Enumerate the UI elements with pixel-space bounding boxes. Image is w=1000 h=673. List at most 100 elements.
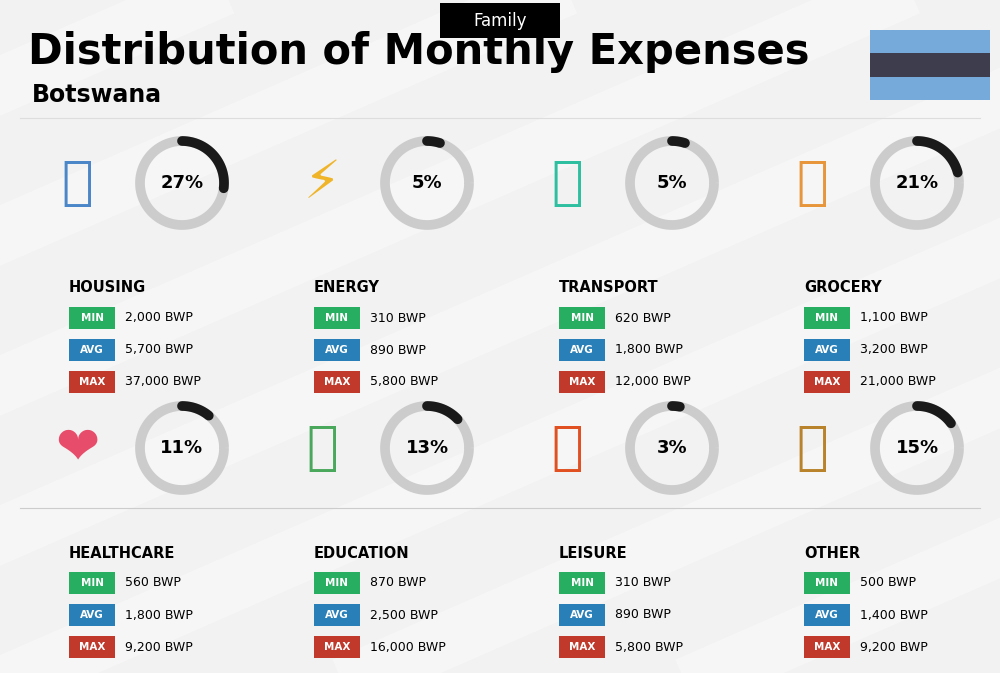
Text: MIN: MIN bbox=[326, 313, 349, 323]
Text: Botswana: Botswana bbox=[32, 83, 162, 107]
Text: ENERGY: ENERGY bbox=[314, 281, 380, 295]
Text: 2,500 BWP: 2,500 BWP bbox=[370, 608, 438, 621]
FancyBboxPatch shape bbox=[870, 30, 990, 53]
FancyBboxPatch shape bbox=[804, 572, 850, 594]
Text: MAX: MAX bbox=[79, 377, 105, 387]
Text: 9,200 BWP: 9,200 BWP bbox=[860, 641, 928, 653]
Text: MIN: MIN bbox=[570, 578, 594, 588]
FancyBboxPatch shape bbox=[559, 371, 605, 393]
Text: AVG: AVG bbox=[80, 610, 104, 620]
FancyBboxPatch shape bbox=[804, 604, 850, 626]
Text: 🛒: 🛒 bbox=[796, 157, 828, 209]
FancyBboxPatch shape bbox=[559, 604, 605, 626]
Text: HEALTHCARE: HEALTHCARE bbox=[69, 546, 175, 561]
FancyBboxPatch shape bbox=[69, 636, 115, 658]
FancyBboxPatch shape bbox=[870, 53, 990, 77]
Text: 🏢: 🏢 bbox=[61, 157, 93, 209]
Text: MIN: MIN bbox=[816, 313, 838, 323]
Text: AVG: AVG bbox=[570, 345, 594, 355]
Text: 2,000 BWP: 2,000 BWP bbox=[125, 312, 193, 324]
Text: 890 BWP: 890 BWP bbox=[370, 343, 426, 357]
FancyBboxPatch shape bbox=[440, 3, 560, 38]
Text: MAX: MAX bbox=[569, 642, 595, 652]
Text: 11%: 11% bbox=[160, 439, 204, 457]
Text: 5,800 BWP: 5,800 BWP bbox=[370, 376, 438, 388]
Text: 🚌: 🚌 bbox=[551, 157, 583, 209]
Text: ❤: ❤ bbox=[55, 422, 99, 474]
Text: OTHER: OTHER bbox=[804, 546, 860, 561]
Text: MIN: MIN bbox=[326, 578, 349, 588]
Text: MAX: MAX bbox=[324, 642, 350, 652]
FancyBboxPatch shape bbox=[559, 636, 605, 658]
FancyBboxPatch shape bbox=[804, 636, 850, 658]
Text: AVG: AVG bbox=[325, 345, 349, 355]
Text: 310 BWP: 310 BWP bbox=[615, 577, 671, 590]
Text: MIN: MIN bbox=[80, 313, 104, 323]
Text: 💰: 💰 bbox=[796, 422, 828, 474]
Text: GROCERY: GROCERY bbox=[804, 281, 882, 295]
FancyBboxPatch shape bbox=[314, 572, 360, 594]
FancyBboxPatch shape bbox=[69, 339, 115, 361]
FancyBboxPatch shape bbox=[314, 339, 360, 361]
FancyBboxPatch shape bbox=[69, 307, 115, 329]
Text: 1,800 BWP: 1,800 BWP bbox=[615, 343, 683, 357]
Text: LEISURE: LEISURE bbox=[559, 546, 628, 561]
FancyBboxPatch shape bbox=[804, 339, 850, 361]
Text: 1,800 BWP: 1,800 BWP bbox=[125, 608, 193, 621]
Text: 1,100 BWP: 1,100 BWP bbox=[860, 312, 928, 324]
Text: 5,700 BWP: 5,700 BWP bbox=[125, 343, 193, 357]
FancyBboxPatch shape bbox=[314, 371, 360, 393]
Text: 16,000 BWP: 16,000 BWP bbox=[370, 641, 446, 653]
Text: 620 BWP: 620 BWP bbox=[615, 312, 671, 324]
Text: AVG: AVG bbox=[570, 610, 594, 620]
Text: 9,200 BWP: 9,200 BWP bbox=[125, 641, 193, 653]
Text: 500 BWP: 500 BWP bbox=[860, 577, 916, 590]
Text: MIN: MIN bbox=[80, 578, 104, 588]
Text: MAX: MAX bbox=[324, 377, 350, 387]
Text: HOUSING: HOUSING bbox=[69, 281, 146, 295]
Text: 3,200 BWP: 3,200 BWP bbox=[860, 343, 928, 357]
Text: 21%: 21% bbox=[895, 174, 939, 192]
Text: MIN: MIN bbox=[816, 578, 838, 588]
Text: MIN: MIN bbox=[570, 313, 594, 323]
Text: 15%: 15% bbox=[895, 439, 939, 457]
FancyBboxPatch shape bbox=[314, 636, 360, 658]
Text: MAX: MAX bbox=[814, 377, 840, 387]
FancyBboxPatch shape bbox=[69, 604, 115, 626]
FancyBboxPatch shape bbox=[69, 371, 115, 393]
Text: 🛍: 🛍 bbox=[551, 422, 583, 474]
Text: EDUCATION: EDUCATION bbox=[314, 546, 410, 561]
Text: MAX: MAX bbox=[79, 642, 105, 652]
FancyBboxPatch shape bbox=[559, 572, 605, 594]
FancyBboxPatch shape bbox=[314, 307, 360, 329]
Text: Family: Family bbox=[473, 11, 527, 30]
FancyBboxPatch shape bbox=[870, 77, 990, 100]
Text: 37,000 BWP: 37,000 BWP bbox=[125, 376, 201, 388]
Text: 27%: 27% bbox=[160, 174, 204, 192]
Text: TRANSPORT: TRANSPORT bbox=[559, 281, 659, 295]
FancyBboxPatch shape bbox=[69, 572, 115, 594]
Text: 5,800 BWP: 5,800 BWP bbox=[615, 641, 683, 653]
Text: ⚡: ⚡ bbox=[304, 157, 340, 209]
Text: Distribution of Monthly Expenses: Distribution of Monthly Expenses bbox=[28, 31, 810, 73]
Text: 5%: 5% bbox=[412, 174, 442, 192]
Text: 12,000 BWP: 12,000 BWP bbox=[615, 376, 691, 388]
Text: 310 BWP: 310 BWP bbox=[370, 312, 426, 324]
Text: 890 BWP: 890 BWP bbox=[615, 608, 671, 621]
FancyBboxPatch shape bbox=[804, 307, 850, 329]
Text: AVG: AVG bbox=[325, 610, 349, 620]
FancyBboxPatch shape bbox=[559, 307, 605, 329]
Text: 560 BWP: 560 BWP bbox=[125, 577, 181, 590]
FancyBboxPatch shape bbox=[314, 604, 360, 626]
Text: MAX: MAX bbox=[814, 642, 840, 652]
FancyBboxPatch shape bbox=[804, 371, 850, 393]
Text: 870 BWP: 870 BWP bbox=[370, 577, 426, 590]
Text: 5%: 5% bbox=[657, 174, 687, 192]
FancyBboxPatch shape bbox=[559, 339, 605, 361]
Text: AVG: AVG bbox=[815, 345, 839, 355]
Text: 🎓: 🎓 bbox=[306, 422, 338, 474]
Text: 21,000 BWP: 21,000 BWP bbox=[860, 376, 936, 388]
Text: 3%: 3% bbox=[657, 439, 687, 457]
Text: AVG: AVG bbox=[80, 345, 104, 355]
Text: AVG: AVG bbox=[815, 610, 839, 620]
